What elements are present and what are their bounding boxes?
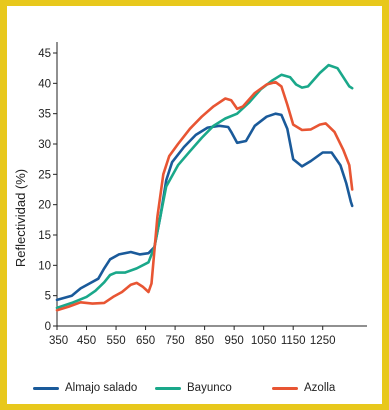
x-tick-label: 850 bbox=[195, 335, 214, 347]
legend-item: Almajo salado bbox=[33, 382, 137, 394]
legend-label: Bayunco bbox=[187, 382, 232, 394]
reflectance-chart: 0 5 10 15 20 25 30 35 40 45 350 450 550 650 750 850 950… bbox=[13, 42, 367, 347]
legend-item: Azolla bbox=[272, 382, 335, 394]
series-line-bayunco bbox=[55, 63, 354, 310]
y-tick-label: 35 bbox=[38, 109, 51, 121]
axes bbox=[56, 42, 367, 327]
y-tick-label: 20 bbox=[38, 200, 51, 212]
legend: Almajo salado Bayunco Azolla bbox=[7, 380, 382, 400]
legend-label: Almajo salado bbox=[65, 382, 138, 394]
legend-label: Azolla bbox=[304, 382, 336, 394]
series-line-almajo-salado bbox=[55, 112, 354, 302]
y-tick-label: 5 bbox=[45, 291, 51, 303]
y-tick-label: 10 bbox=[38, 260, 51, 272]
x-ticks: 350 450 550 650 750 850 950 1050 1150 1250 bbox=[49, 326, 336, 347]
legend-swatch bbox=[33, 386, 59, 390]
y-tick-label: 45 bbox=[38, 48, 51, 60]
x-tick-label: 1050 bbox=[251, 335, 277, 347]
y-axis-title: Reflectividad (%) bbox=[13, 169, 28, 267]
x-tick-label: 350 bbox=[49, 335, 68, 347]
x-tick-label: 750 bbox=[166, 335, 185, 347]
x-tick-label: 1150 bbox=[281, 335, 306, 347]
series-lines bbox=[55, 63, 354, 312]
y-tick-label: 15 bbox=[38, 230, 51, 242]
legend-item: Bayunco bbox=[155, 382, 232, 394]
y-tick-label: 30 bbox=[38, 139, 51, 151]
chart-frame: 0 5 10 15 20 25 30 35 40 45 350 450 550 650 750 850 950… bbox=[7, 6, 382, 404]
x-tick-label: 1250 bbox=[310, 335, 336, 347]
y-tick-label: 0 bbox=[45, 321, 51, 333]
x-tick-label: 450 bbox=[77, 335, 96, 347]
x-tick-label: 950 bbox=[225, 335, 244, 347]
legend-swatch bbox=[155, 386, 181, 390]
y-tick-label: 25 bbox=[38, 169, 51, 181]
y-tick-label: 40 bbox=[38, 78, 51, 90]
x-tick-label: 550 bbox=[106, 335, 125, 347]
legend-swatch bbox=[272, 386, 298, 390]
series-line-azolla bbox=[55, 80, 354, 312]
y-ticks: 0 5 10 15 20 25 30 35 40 45 bbox=[38, 48, 57, 333]
x-tick-label: 650 bbox=[136, 335, 155, 347]
